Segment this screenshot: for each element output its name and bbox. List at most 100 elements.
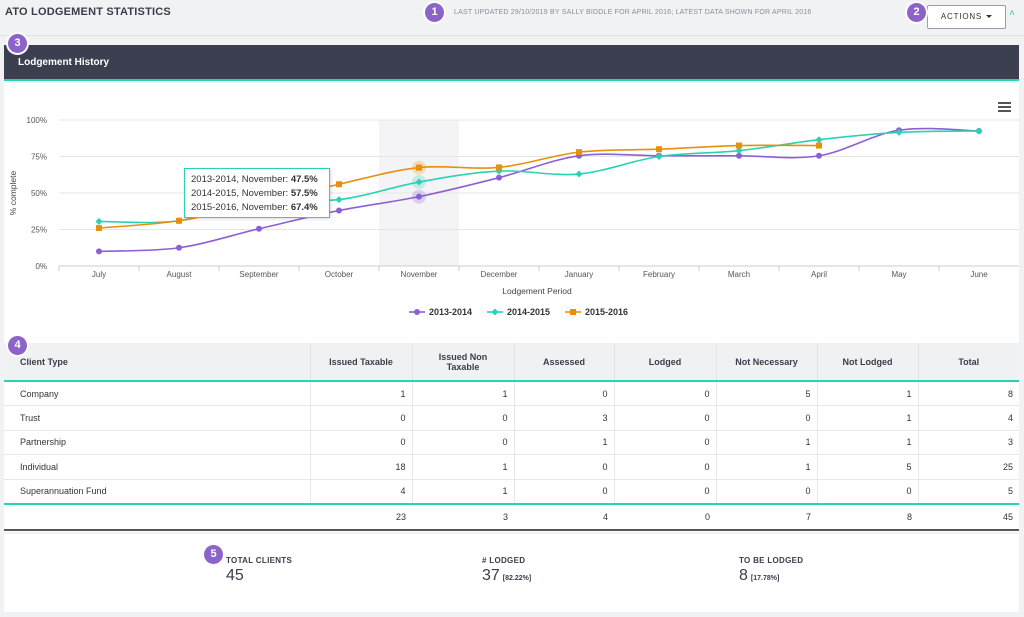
tooltip-line-1: 2013-2014, November: 47.5% bbox=[191, 174, 318, 185]
data-point bbox=[256, 225, 262, 232]
cell-total: 4 bbox=[1007, 412, 1013, 423]
panel-header: Lodgement History bbox=[4, 45, 1019, 81]
x-tick-label: September bbox=[239, 270, 278, 279]
col-header-total[interactable]: Total bbox=[958, 356, 980, 367]
data-point bbox=[95, 217, 103, 225]
data-point bbox=[96, 248, 102, 255]
cell-issued-non-taxable: 0 bbox=[412, 430, 515, 455]
x-tick-label: May bbox=[891, 270, 906, 279]
col-header-issued-non-taxable[interactable]: Issued Non Taxable bbox=[412, 343, 515, 381]
stat-total-clients-value: 45 bbox=[226, 567, 244, 584]
legend-label: 2013-2014 bbox=[429, 307, 472, 317]
stat-total-clients-label: TOTAL CLIENTS bbox=[226, 556, 293, 565]
cell-issued-taxable: 4 bbox=[310, 479, 413, 504]
table-row[interactable]: Trust 0 0 3 0 0 1 4 bbox=[4, 405, 1019, 430]
stat-lodged-value: 37 bbox=[482, 567, 500, 584]
actions-button[interactable]: ACTIONS bbox=[927, 5, 1006, 29]
total-cell-total: 45 bbox=[1002, 511, 1013, 522]
data-point bbox=[736, 142, 742, 149]
table-row[interactable]: Individual 18 1 0 0 1 5 25 bbox=[4, 454, 1019, 479]
cell-issued-taxable: 0 bbox=[310, 430, 413, 455]
stat-to-be-lodged-value: 8 bbox=[739, 567, 748, 584]
stat-to-be-lodged-value-row: 8 [17.78%] bbox=[739, 567, 803, 585]
y-tick-label: 25% bbox=[31, 226, 47, 235]
cell-not-necessary: 5 bbox=[716, 381, 818, 406]
annotation-badge-1: 1 bbox=[425, 3, 444, 22]
col-header-assessed[interactable]: Assessed bbox=[514, 343, 615, 381]
cell-issued-non-taxable: 1 bbox=[412, 454, 515, 479]
cell-not-lodged: 1 bbox=[817, 430, 919, 455]
cell-assessed: 0 bbox=[514, 479, 615, 504]
cell-not-lodged: 1 bbox=[817, 405, 919, 430]
legend-marker bbox=[491, 308, 499, 316]
cell-client-type: Superannuation Fund bbox=[4, 479, 311, 504]
top-bar: ATO LODGEMENT STATISTICS LAST UPDATED 29… bbox=[0, 0, 1024, 36]
x-tick-label: January bbox=[565, 270, 593, 279]
tooltip-line-3: 2015-2016, November: 67.4% bbox=[191, 202, 318, 213]
chart-svg: 0% 25% 50% 75% 100% July August September Octobe… bbox=[8, 116, 1019, 317]
cell-issued-non-taxable: 1 bbox=[412, 381, 515, 406]
stat-total-clients: TOTAL CLIENTS 45 bbox=[226, 556, 292, 585]
col-header-client-type[interactable]: Client Type bbox=[4, 343, 311, 381]
cell-client-type: Company bbox=[4, 381, 311, 406]
cell-issued-non-taxable: 1 bbox=[412, 479, 515, 504]
cell-lodged: 0 bbox=[614, 405, 717, 430]
col-header-lodged[interactable]: Lodged bbox=[614, 343, 717, 381]
cell-not-necessary: 1 bbox=[716, 454, 818, 479]
cell-issued-taxable: 1 bbox=[310, 381, 413, 406]
cell-client-type: Partnership bbox=[4, 430, 311, 455]
table-row[interactable]: Company 1 1 0 0 5 1 8 bbox=[4, 381, 1019, 406]
cell-not-lodged: 1 bbox=[817, 381, 919, 406]
data-point bbox=[416, 164, 422, 171]
cell-not-necessary: 1 bbox=[716, 430, 818, 455]
data-point bbox=[576, 149, 582, 156]
col-header-not-necessary[interactable]: Not Necessary bbox=[716, 343, 818, 381]
cell-lodged: 0 bbox=[614, 381, 717, 406]
data-point bbox=[416, 193, 422, 200]
caret-down-icon bbox=[986, 15, 993, 19]
stat-lodged-pct: [82.22%] bbox=[502, 575, 532, 582]
cell-total: 3 bbox=[1007, 437, 1013, 448]
tooltip-line-2: 2014-2015, November: 57.5% bbox=[191, 188, 318, 199]
last-updated-text: LAST UPDATED 29/10/2019 BY SALLY BIDDLE … bbox=[454, 9, 812, 16]
data-point bbox=[895, 128, 903, 136]
legend-marker bbox=[414, 309, 420, 315]
panel-title: Lodgement History bbox=[18, 57, 110, 68]
total-cell-client-type bbox=[4, 504, 310, 530]
client-type-table: Client Type Issued Taxable Issued Non Ta… bbox=[4, 343, 1019, 532]
cell-not-lodged: 0 bbox=[817, 479, 919, 504]
hamburger-menu-icon[interactable] bbox=[998, 102, 1011, 112]
x-tick-label: March bbox=[728, 270, 750, 279]
cell-lodged: 0 bbox=[614, 479, 717, 504]
legend-marker bbox=[570, 309, 576, 315]
chevron-up-icon[interactable]: ˄ bbox=[1009, 8, 1015, 19]
x-tick-label: October bbox=[325, 270, 354, 279]
y-tick-label: 75% bbox=[31, 153, 47, 162]
total-cell-lodged: 0 bbox=[704, 511, 710, 522]
cell-assessed: 0 bbox=[514, 454, 615, 479]
col-header-not-lodged[interactable]: Not Lodged bbox=[817, 343, 919, 381]
cell-not-lodged: 5 bbox=[817, 454, 919, 479]
annotation-badge-4: 4 bbox=[8, 336, 27, 355]
col-header-issued-taxable[interactable]: Issued Taxable bbox=[310, 343, 413, 381]
data-point bbox=[176, 244, 182, 251]
data-point bbox=[735, 147, 743, 155]
cell-issued-taxable: 0 bbox=[310, 405, 413, 430]
data-point bbox=[815, 136, 823, 144]
cell-assessed: 0 bbox=[514, 381, 615, 406]
data-point bbox=[496, 164, 502, 171]
data-point bbox=[656, 146, 662, 153]
table-row[interactable]: Superannuation Fund 4 1 0 0 0 0 5 bbox=[4, 479, 1019, 504]
data-point bbox=[336, 207, 342, 214]
annotation-badge-5: 5 bbox=[204, 545, 223, 564]
table-row[interactable]: Partnership 0 0 1 0 1 1 3 bbox=[4, 430, 1019, 455]
data-point bbox=[655, 153, 663, 160]
x-tick-label: November bbox=[401, 270, 438, 279]
y-tick-label: 0% bbox=[35, 262, 47, 271]
data-point bbox=[816, 142, 822, 149]
cell-client-type: Trust bbox=[4, 405, 311, 430]
data-point bbox=[575, 170, 583, 178]
chart-tooltip: 2013-2014, November: 47.5% 2014-2015, No… bbox=[184, 168, 330, 218]
actions-label: ACTIONS bbox=[940, 12, 983, 21]
annotation-badge-3: 3 bbox=[8, 34, 27, 53]
